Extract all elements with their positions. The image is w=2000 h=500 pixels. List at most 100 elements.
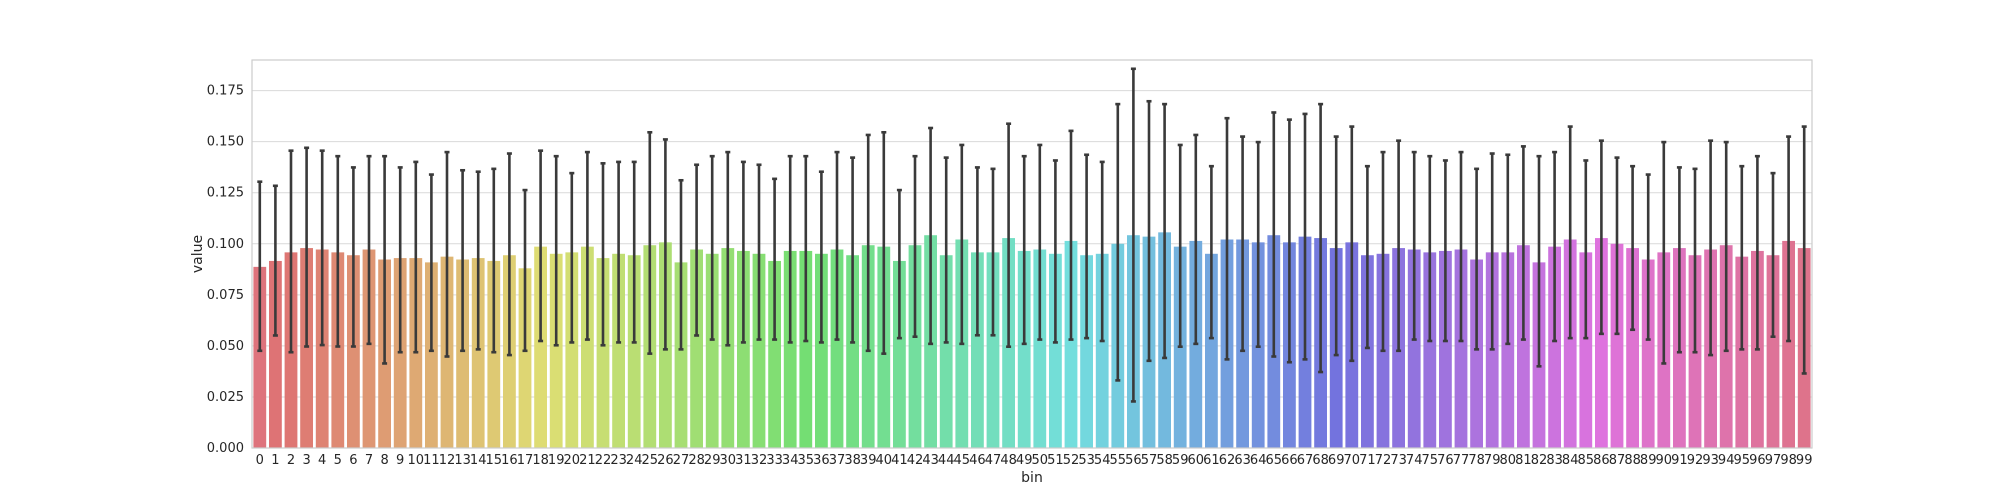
x-tick-label: 56 [1125,453,1142,468]
x-tick-label: 62 [1219,453,1236,468]
plot-frame [251,59,1813,449]
bar [893,260,906,448]
bar [830,249,844,448]
x-tick-label: 13 [454,453,471,468]
x-tick-label: 63 [1234,453,1251,468]
bar [627,255,641,448]
x-tick-label: 6 [349,453,357,468]
bar [815,253,828,448]
x-tick-label: 29 [704,453,721,468]
y-tick-labels: 0.000 0.025 0.050 0.075 0.100 0.125 0.150 0.175 [207,84,244,456]
x-tick-label: 91 [1671,453,1688,468]
x-tick-label: 10 [408,453,425,468]
x-tick-label: 31 [735,453,752,468]
bar [581,246,594,448]
x-tick-label: 40 [876,453,893,468]
bar [1579,252,1593,448]
bar [253,266,267,448]
bar [768,260,781,448]
bar [1563,239,1577,448]
x-tick-label: 74 [1406,453,1423,468]
y-tick-label: 0.100 [207,237,244,252]
bar [1423,252,1437,448]
bar [471,258,485,448]
x-tick-label: 84 [1562,453,1579,468]
x-tick-label: 55 [1110,453,1127,468]
bar [565,252,579,448]
x-tick-label: 5 [334,453,342,468]
bar [1641,259,1655,448]
bar [1735,256,1749,448]
x-tick-label: 69 [1328,453,1345,468]
x-tick-label: 26 [657,453,674,468]
bar [1080,255,1093,448]
x-tick-label: 53 [1078,453,1095,468]
x-tick-label: 94 [1718,453,1735,468]
x-tick-label: 61 [1203,453,1220,468]
x-tick-label: 28 [688,453,705,468]
bar [315,249,329,448]
plot-background [252,60,1812,448]
y-tick-label: 0.025 [207,390,244,405]
bar [1439,250,1452,448]
x-tick-label: 72 [1375,453,1392,468]
x-tick-label: 70 [1344,453,1361,468]
error-bars [257,67,1807,403]
bar [1033,249,1047,448]
x-tick-label: 80 [1500,453,1517,468]
x-tick-label: 83 [1546,453,1563,468]
x-tick-label: 1 [271,453,279,468]
bar [1205,253,1218,448]
x-tick-label: 77 [1453,453,1470,468]
x-tick-label: 46 [969,453,986,468]
x-tick-label: 44 [938,453,955,468]
x-tick-label: 48 [1000,453,1017,468]
x-tick-label: 32 [751,453,768,468]
x-tick-label: 71 [1359,453,1376,468]
x-tick-label: 7 [365,453,373,468]
bar [425,262,438,448]
bar [1595,238,1608,448]
bar [1517,245,1530,448]
x-tick-label: 81 [1515,453,1532,468]
y-tick-label: 0.075 [207,288,244,303]
bar [456,259,469,448]
bar [362,249,376,448]
x-tick-label: 93 [1702,453,1719,468]
bar [347,255,360,448]
x-tick-label: 15 [486,453,503,468]
y-tick-label: 0.125 [207,186,244,201]
x-tick-label: 33 [766,453,783,468]
x-tick-label: 11 [423,453,440,468]
bar [1766,255,1780,448]
x-tick-label: 3 [302,453,310,468]
x-tick-label: 34 [782,453,799,468]
x-tick-label: 99 [1796,453,1813,468]
bar [1361,255,1374,448]
bar [300,248,313,448]
y-tick-label: 0.000 [207,441,244,456]
x-tick-label: 47 [985,453,1002,468]
bar [596,258,610,448]
bar [846,255,859,448]
bar [737,250,750,448]
bar [1610,243,1624,448]
bar [799,250,813,448]
x-tick-label: 96 [1749,453,1766,468]
x-tick-label: 73 [1390,453,1407,468]
x-tick-label: 76 [1437,453,1454,468]
bar [1626,248,1639,448]
bar [939,255,953,448]
x-tick-label: 20 [564,453,581,468]
x-tick-label: 54 [1094,453,1111,468]
x-tick-label: 36 [813,453,830,468]
x-tick-label: 30 [720,453,737,468]
x-tick-label: 43 [922,453,939,468]
x-tick-label: 21 [579,453,596,468]
bar [1049,253,1062,448]
x-tick-label: 89 [1640,453,1657,468]
bar [1501,252,1515,448]
x-tick-label: 88 [1624,453,1641,468]
x-tick-label: 60 [1188,453,1205,468]
bar [971,252,984,448]
